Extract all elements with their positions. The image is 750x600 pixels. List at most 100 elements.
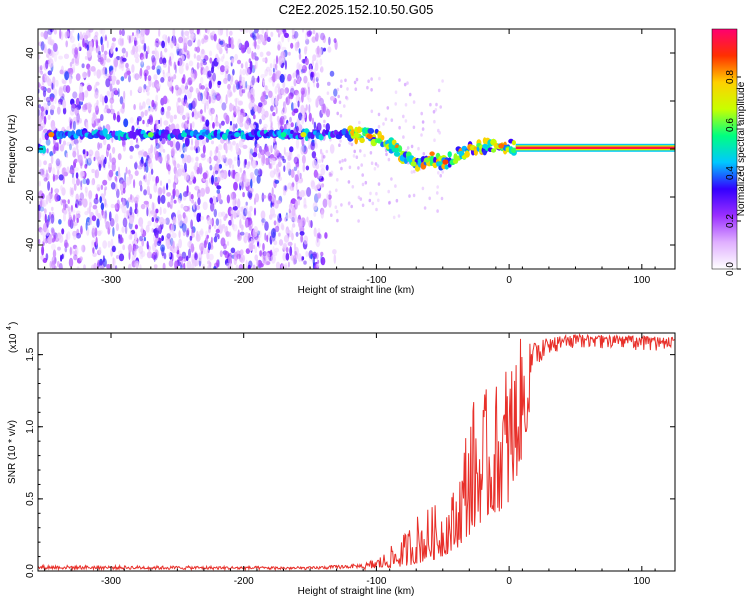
noise-speckle bbox=[317, 173, 323, 179]
noise-speckle bbox=[298, 177, 303, 184]
noise-speckle bbox=[281, 88, 287, 96]
noise-speckle bbox=[201, 48, 205, 55]
noise-speckle bbox=[47, 100, 51, 106]
noise-speckle bbox=[255, 143, 260, 149]
noise-speckle bbox=[296, 78, 301, 85]
noise-speckle bbox=[178, 256, 184, 261]
noise-speckle bbox=[99, 142, 103, 149]
noise-speckle bbox=[95, 105, 99, 115]
noise-speckle bbox=[217, 80, 222, 86]
noise-speckle bbox=[151, 227, 154, 233]
noise-speckle bbox=[303, 204, 308, 209]
noise-speckle bbox=[291, 216, 295, 223]
noise-speckle bbox=[181, 251, 187, 259]
noise-speckle bbox=[265, 29, 269, 36]
noise-speckle bbox=[58, 55, 63, 60]
noise-speckle bbox=[39, 199, 43, 208]
noise-speckle bbox=[293, 166, 298, 172]
noise-speckle bbox=[245, 162, 250, 170]
noise-speckle bbox=[256, 44, 260, 50]
noise-speckle bbox=[62, 99, 67, 109]
noise-speckle bbox=[196, 46, 201, 53]
noise-speckle bbox=[246, 46, 252, 55]
noise-speckle bbox=[213, 224, 217, 230]
noise-speckle bbox=[262, 80, 265, 86]
noise-speckle bbox=[238, 139, 244, 148]
noise-speckle bbox=[230, 43, 235, 50]
noise-speckle bbox=[88, 149, 94, 157]
noise-speckle bbox=[283, 165, 286, 172]
noise-speckle bbox=[312, 159, 317, 169]
noise-speckle bbox=[429, 102, 432, 107]
noise-speckle bbox=[257, 105, 261, 115]
noise-speckle bbox=[113, 57, 119, 68]
noise-speckle bbox=[115, 265, 118, 269]
noise-speckle bbox=[293, 78, 297, 87]
noise-speckle bbox=[84, 186, 88, 194]
noise-speckle bbox=[183, 37, 188, 47]
noise-speckle bbox=[232, 223, 235, 230]
noise-speckle bbox=[224, 65, 228, 72]
noise-speckle bbox=[172, 29, 176, 37]
noise-speckle bbox=[279, 213, 282, 219]
noise-speckle bbox=[104, 67, 108, 77]
noise-speckle bbox=[129, 139, 134, 146]
noise-speckle bbox=[154, 103, 158, 112]
noise-speckle bbox=[103, 73, 109, 79]
noise-speckle bbox=[250, 238, 253, 243]
noise-speckle bbox=[238, 100, 244, 106]
noise-speckle bbox=[385, 152, 388, 157]
noise-speckle bbox=[75, 172, 79, 179]
noise-speckle bbox=[158, 155, 163, 163]
noise-speckle bbox=[220, 120, 225, 126]
noise-speckle bbox=[272, 112, 276, 117]
noise-speckle bbox=[232, 140, 236, 146]
noise-speckle bbox=[57, 169, 60, 176]
noise-speckle bbox=[80, 199, 86, 205]
noise-speckle bbox=[272, 246, 275, 256]
y-tick-label: -40 bbox=[25, 237, 36, 252]
noise-speckle bbox=[79, 170, 85, 177]
noise-speckle bbox=[268, 69, 273, 76]
noise-speckle bbox=[285, 247, 289, 253]
noise-speckle bbox=[292, 255, 297, 265]
noise-speckle bbox=[256, 32, 260, 40]
signal-hotspot bbox=[482, 143, 489, 149]
noise-speckle bbox=[125, 166, 128, 175]
noise-speckle bbox=[256, 174, 261, 184]
noise-speckle bbox=[273, 240, 278, 246]
noise-speckle bbox=[317, 182, 322, 189]
noise-speckle bbox=[126, 200, 130, 209]
noise-speckle bbox=[191, 111, 195, 118]
noise-speckle bbox=[242, 144, 248, 149]
noise-speckle bbox=[50, 105, 56, 110]
noise-speckle bbox=[72, 214, 76, 223]
noise-speckle bbox=[279, 88, 285, 96]
noise-speckle bbox=[45, 228, 50, 237]
noise-speckle bbox=[274, 63, 278, 70]
noise-speckle bbox=[137, 150, 143, 156]
noise-speckle bbox=[293, 156, 299, 165]
noise-speckle bbox=[402, 114, 405, 119]
noise-speckle bbox=[291, 33, 296, 40]
noise-speckle bbox=[161, 40, 166, 49]
noise-speckle bbox=[98, 246, 102, 255]
noise-speckle bbox=[66, 231, 71, 241]
noise-speckle bbox=[239, 74, 242, 84]
noise-speckle bbox=[76, 266, 80, 269]
noise-speckle bbox=[394, 102, 398, 106]
noise-speckle bbox=[300, 104, 305, 114]
noise-speckle bbox=[108, 91, 114, 99]
noise-speckle bbox=[209, 164, 213, 171]
noise-speckle bbox=[300, 234, 304, 243]
noise-speckle bbox=[134, 170, 139, 177]
noise-speckle bbox=[306, 216, 309, 223]
noise-speckle bbox=[301, 64, 307, 74]
x-tick-label: 0 bbox=[506, 576, 512, 587]
snr-plot-area bbox=[38, 333, 675, 571]
noise-speckle bbox=[110, 182, 116, 190]
noise-speckle bbox=[206, 71, 210, 79]
noise-speckle bbox=[77, 198, 83, 207]
noise-speckle bbox=[45, 194, 49, 205]
noise-speckle bbox=[62, 84, 68, 93]
